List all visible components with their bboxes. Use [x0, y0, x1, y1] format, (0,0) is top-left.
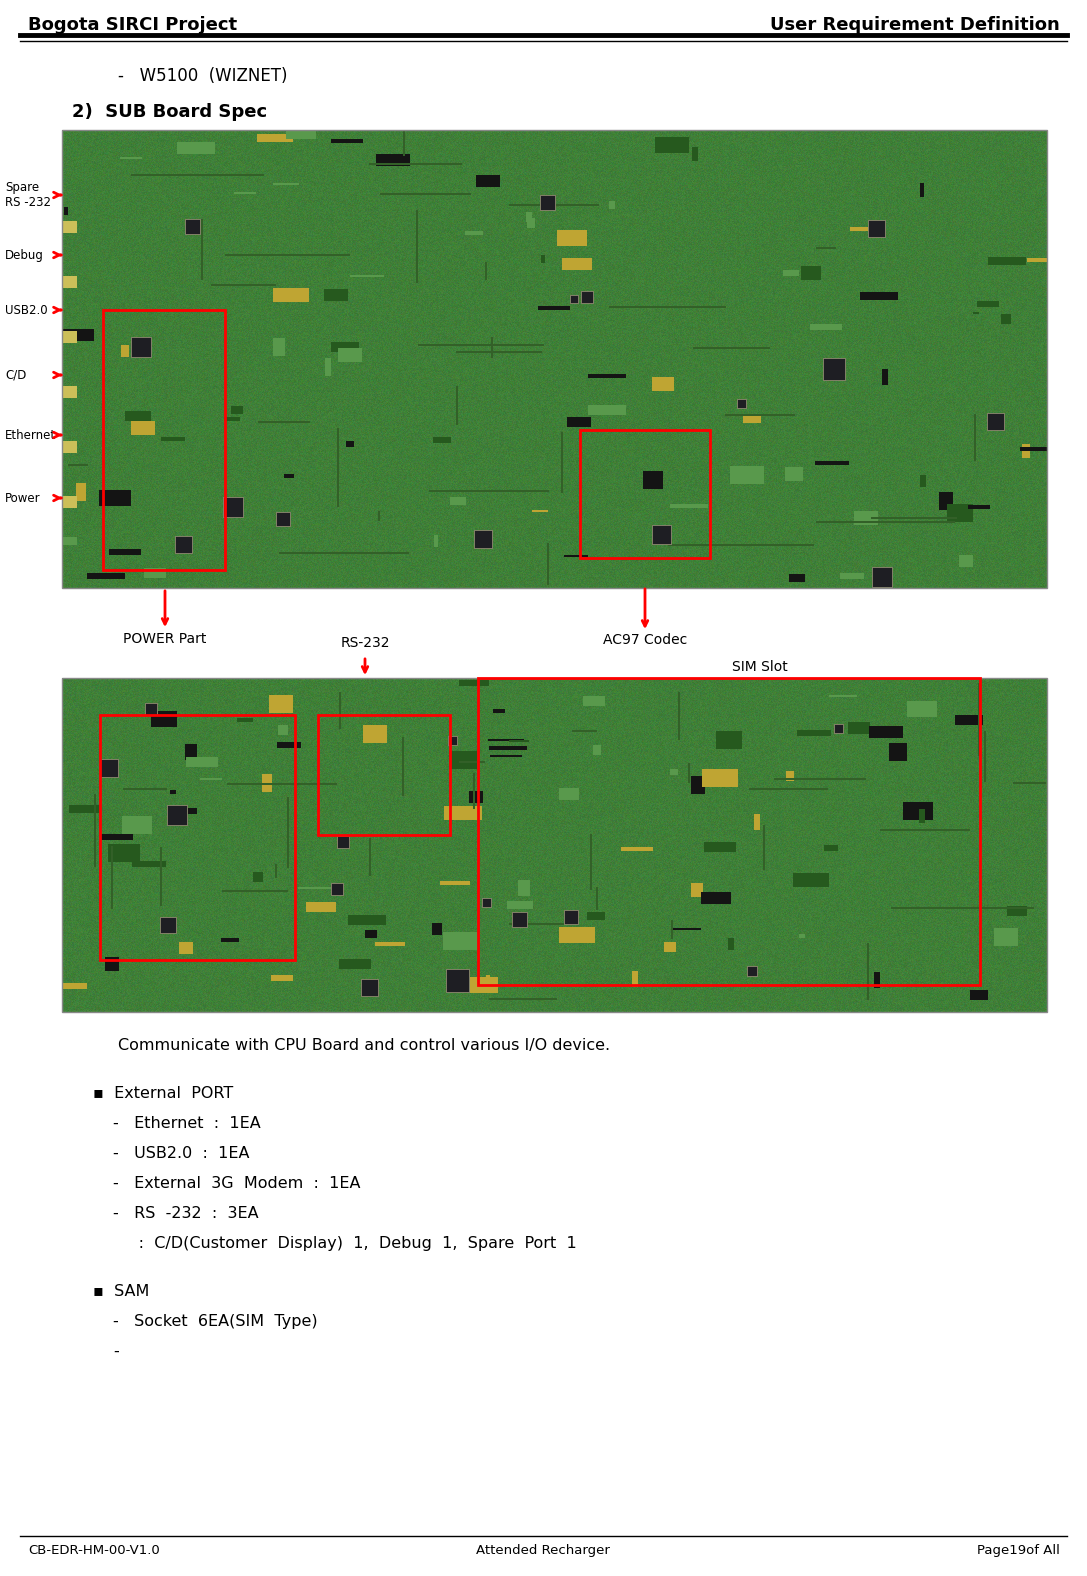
Text: Power: Power [5, 492, 40, 504]
Text: Ethernet: Ethernet [5, 429, 57, 441]
Bar [103, 310, 225, 571]
Text: :  C/D(Customer  Display)  1,  Debug  1,  Spare  Port  1: : C/D(Customer Display) 1, Debug 1, Spar… [113, 1236, 577, 1251]
Text: 2)  SUB Board Spec: 2) SUB Board Spec [72, 102, 267, 121]
Text: USB2.0: USB2.0 [5, 304, 48, 317]
Bar [100, 716, 295, 960]
Text: POWER Part: POWER Part [123, 632, 207, 646]
Text: -   RS  -232  :  3EA: - RS -232 : 3EA [113, 1206, 259, 1221]
Text: AC97 Codec: AC97 Codec [603, 634, 687, 648]
Text: Debug: Debug [5, 249, 43, 262]
Text: -   External  3G  Modem  :  1EA: - External 3G Modem : 1EA [113, 1176, 361, 1191]
Text: -   USB2.0  :  1EA: - USB2.0 : 1EA [113, 1146, 250, 1162]
Bar [62, 129, 1047, 588]
Text: ▪  SAM: ▪ SAM [93, 1284, 149, 1299]
Text: CB-EDR-HM-00-V1.0: CB-EDR-HM-00-V1.0 [28, 1544, 160, 1557]
Text: User Requirement Definition: User Requirement Definition [771, 16, 1060, 35]
Bar [62, 678, 1047, 1012]
Bar [478, 678, 980, 985]
Text: C/D: C/D [5, 369, 26, 381]
Text: Page19of All: Page19of All [977, 1544, 1060, 1557]
Text: SIM Slot: SIM Slot [733, 660, 788, 675]
Text: Spare
RS -232: Spare RS -232 [5, 181, 51, 210]
Text: -   Socket  6EA(SIM  Type): - Socket 6EA(SIM Type) [113, 1314, 317, 1329]
Text: Bogota SIRCI Project: Bogota SIRCI Project [28, 16, 237, 35]
Text: -   Ethernet  :  1EA: - Ethernet : 1EA [113, 1116, 261, 1132]
Text: Communicate with CPU Board and control various I/O device.: Communicate with CPU Board and control v… [118, 1039, 610, 1053]
Text: ▪  External  PORT: ▪ External PORT [93, 1086, 234, 1102]
Text: -: - [113, 1344, 118, 1359]
Text: -   W5100  (WIZNET): - W5100 (WIZNET) [118, 68, 287, 85]
Bar [580, 430, 710, 558]
Text: Attended Recharger: Attended Recharger [476, 1544, 610, 1557]
Text: RS-232: RS-232 [340, 637, 390, 649]
Bar [318, 716, 450, 835]
